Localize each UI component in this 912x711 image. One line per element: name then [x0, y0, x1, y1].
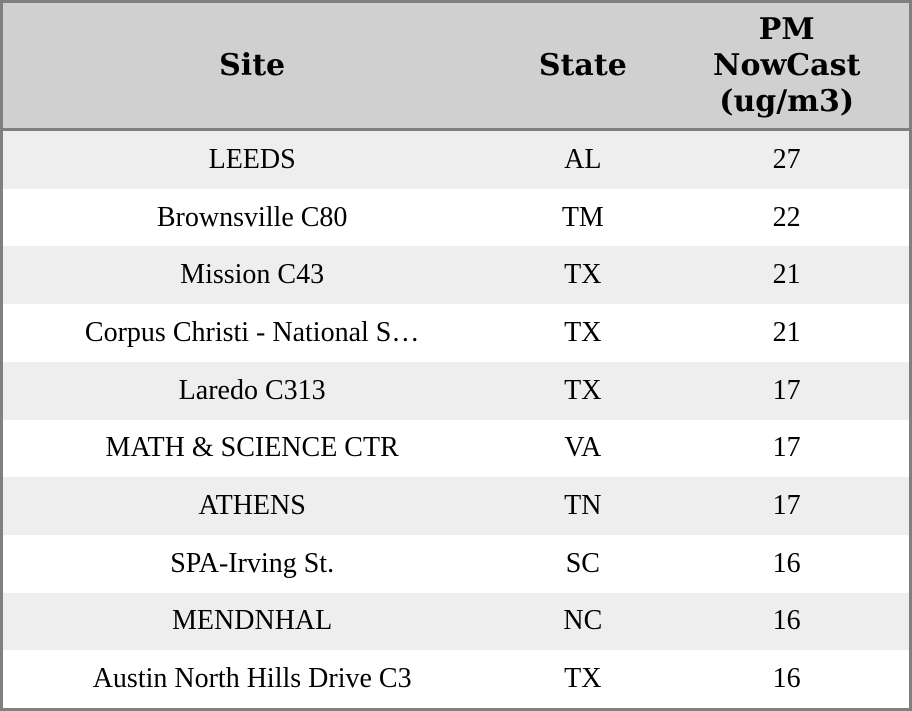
pm-value-cell: 21 [772, 316, 801, 348]
column-header-site: Site [219, 47, 286, 83]
table-body: LEEDS AL 27 Brownsville C80 TM 22 Missio… [3, 131, 909, 709]
pm-value-cell: 16 [772, 605, 801, 637]
site-cell: MATH & SCIENCE CTR [105, 432, 399, 464]
state-cell: VA [564, 432, 602, 464]
pm-value-cell: 22 [772, 201, 801, 233]
table-row: ATHENS TN 17 [3, 477, 909, 535]
state-cell: TN [564, 490, 602, 522]
pm-value-cell: 16 [772, 547, 801, 579]
state-cell: TX [564, 259, 602, 291]
site-cell: Corpus Christi - National S… [84, 316, 420, 348]
site-cell: Austin North Hills Drive C3 [92, 663, 412, 695]
table-row: SPA-Irving St. SC 16 [3, 534, 909, 593]
column-header-state: State [538, 47, 627, 83]
site-cell: MENDNHAL [172, 605, 333, 637]
table-row: Corpus Christi - National S… TX 21 [3, 304, 909, 362]
table-row: Mission C43 TX 21 [3, 246, 909, 305]
pm-value-cell: 27 [772, 143, 801, 175]
pm-value-cell: 17 [772, 374, 801, 406]
state-cell: NC [563, 605, 603, 637]
state-cell: SC [565, 547, 600, 579]
column-header-pm-nowcast: PM NowCast (ug/m3) [713, 11, 861, 119]
pm-value-cell: 17 [772, 490, 801, 522]
state-cell: TX [564, 374, 602, 406]
site-cell: Brownsville C80 [156, 201, 348, 233]
pm-value-cell: 16 [772, 663, 801, 695]
site-cell: SPA-Irving St. [170, 547, 335, 579]
site-cell: Laredo C313 [178, 374, 326, 406]
pm-value-cell: 21 [772, 259, 801, 291]
site-cell: ATHENS [198, 490, 306, 522]
table-header-row: Site State PM NowCast (ug/m3) [3, 3, 909, 131]
pm-value-cell: 17 [772, 432, 801, 464]
table-row: Laredo C313 TX 17 [3, 361, 909, 420]
state-cell: AL [564, 143, 602, 175]
state-cell: TX [564, 316, 602, 348]
state-cell: TX [564, 663, 602, 695]
table-row: Brownsville C80 TM 22 [3, 188, 909, 247]
table-row: Austin North Hills Drive C3 TX 16 [3, 650, 909, 709]
table-row: LEEDS AL 27 [3, 131, 909, 189]
site-cell: LEEDS [208, 143, 296, 175]
state-cell: TM [561, 201, 604, 233]
table-row: MATH & SCIENCE CTR VA 17 [3, 419, 909, 478]
site-cell: Mission C43 [180, 259, 325, 291]
table-row: MENDNHAL NC 16 [3, 592, 909, 651]
